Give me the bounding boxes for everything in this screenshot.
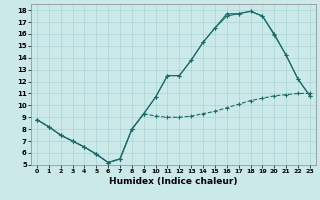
X-axis label: Humidex (Indice chaleur): Humidex (Indice chaleur) [109, 177, 238, 186]
